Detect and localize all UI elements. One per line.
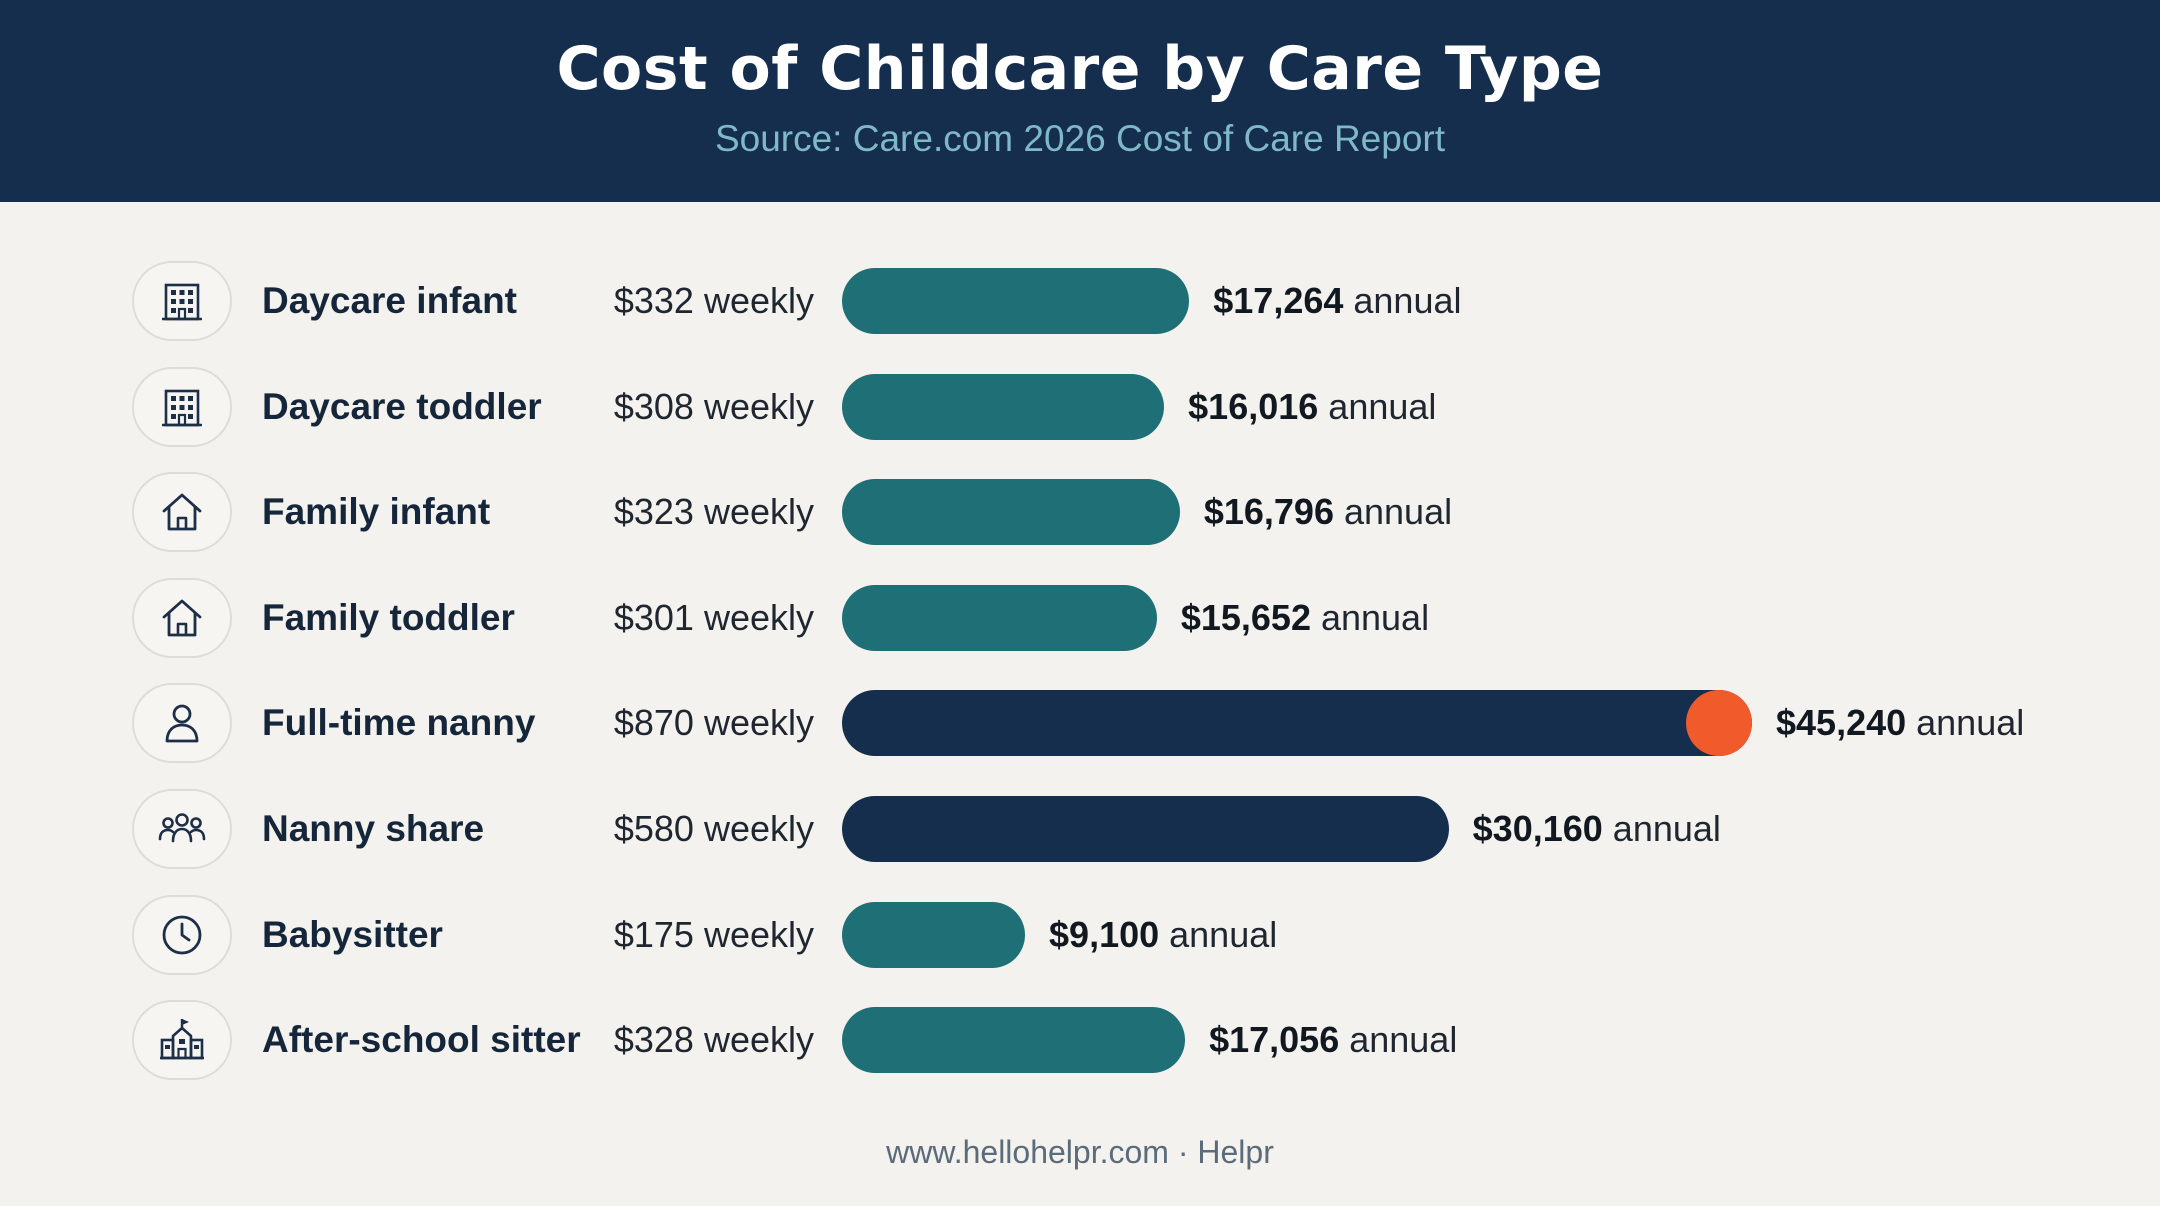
- building-icon: [162, 389, 202, 426]
- category-label: Babysitter: [262, 913, 443, 955]
- category-label: Family infant: [262, 491, 491, 533]
- weekly-cost-label: $328 weekly: [613, 1019, 814, 1061]
- annual-suffix: annual: [1602, 808, 1721, 849]
- house-icon: [162, 493, 202, 531]
- annual-value-label: $9,100 annual: [1049, 913, 1277, 957]
- category-icon-container: [132, 472, 232, 553]
- category-label: Daycare toddler: [262, 385, 542, 427]
- building-icon: [162, 283, 202, 321]
- category-icon-container: [132, 1000, 232, 1081]
- highlight-dot: [1686, 690, 1752, 757]
- annual-value-label: $15,652 annual: [1181, 596, 1429, 640]
- annual-amount: $9,100: [1049, 913, 1160, 955]
- category-icon-container: [132, 789, 232, 869]
- weekly-cost-label: $301 weekly: [613, 596, 814, 638]
- annual-value-label: $17,264 annual: [1213, 279, 1461, 323]
- annual-value-label: $16,016 annual: [1188, 385, 1436, 429]
- group-icon: [158, 813, 206, 843]
- bar: [842, 690, 1752, 757]
- category-label: Nanny share: [262, 808, 485, 849]
- weekly-cost-label: $175 weekly: [613, 913, 814, 955]
- bar: [842, 584, 1157, 651]
- weekly-cost-label: $870 weekly: [613, 702, 814, 744]
- annual-suffix: annual: [1343, 280, 1462, 321]
- house-icon: [162, 599, 202, 637]
- chart-title: Cost of Childcare by Care Type: [556, 34, 1604, 104]
- category-icon-container: [132, 261, 232, 341]
- annual-amount: $17,056: [1209, 1019, 1340, 1061]
- annual-amount: $15,652: [1180, 596, 1311, 638]
- weekly-cost-label: $332 weekly: [613, 280, 814, 321]
- annual-suffix: annual: [1906, 702, 2025, 744]
- category-label: Family toddler: [262, 596, 515, 638]
- bar: [842, 268, 1190, 334]
- weekly-cost-label: $580 weekly: [613, 808, 814, 849]
- footer-credit: www.hellohelpr.com · Helpr: [886, 1134, 1274, 1170]
- annual-value-label: $16,796 annual: [1204, 490, 1452, 534]
- annual-value-label: $17,056 annual: [1209, 1018, 1457, 1062]
- person-icon: [165, 704, 199, 743]
- annual-amount: $16,796: [1203, 491, 1334, 533]
- clock-icon: [162, 915, 202, 954]
- bar: [842, 796, 1449, 862]
- school-icon: [160, 1019, 204, 1060]
- annual-amount: $45,240: [1776, 702, 1907, 744]
- category-icon-container: [132, 577, 232, 658]
- category-label: Full-time nanny: [262, 702, 536, 744]
- category-icon-container: [132, 894, 232, 975]
- bar: [842, 479, 1180, 546]
- weekly-cost-label: $323 weekly: [613, 491, 814, 533]
- category-label: After-school sitter: [262, 1019, 581, 1061]
- category-label: Daycare infant: [262, 280, 517, 321]
- annual-suffix: annual: [1333, 491, 1453, 533]
- header-banner: Cost of Childcare by Care Type Source: C…: [0, 0, 2160, 202]
- bar: [842, 373, 1165, 440]
- weekly-cost-label: $308 weekly: [613, 385, 814, 427]
- annual-amount: $17,264: [1213, 280, 1344, 321]
- annual-amount: $30,160: [1472, 808, 1603, 849]
- category-icon-container: [132, 683, 232, 764]
- annual-suffix: annual: [1339, 1019, 1458, 1061]
- annual-suffix: annual: [1159, 913, 1278, 955]
- chart-subtitle: Source: Care.com 2026 Cost of Care Repor…: [714, 118, 1446, 159]
- annual-value-label: $30,160 annual: [1473, 807, 1721, 851]
- category-icon-container: [132, 366, 232, 447]
- annual-value-label: $45,240 annual: [1776, 701, 2024, 745]
- bar: [842, 1007, 1186, 1074]
- bar: [842, 901, 1026, 968]
- annual-amount: $16,016: [1188, 385, 1319, 427]
- annual-suffix: annual: [1318, 385, 1437, 427]
- annual-suffix: annual: [1310, 596, 1430, 638]
